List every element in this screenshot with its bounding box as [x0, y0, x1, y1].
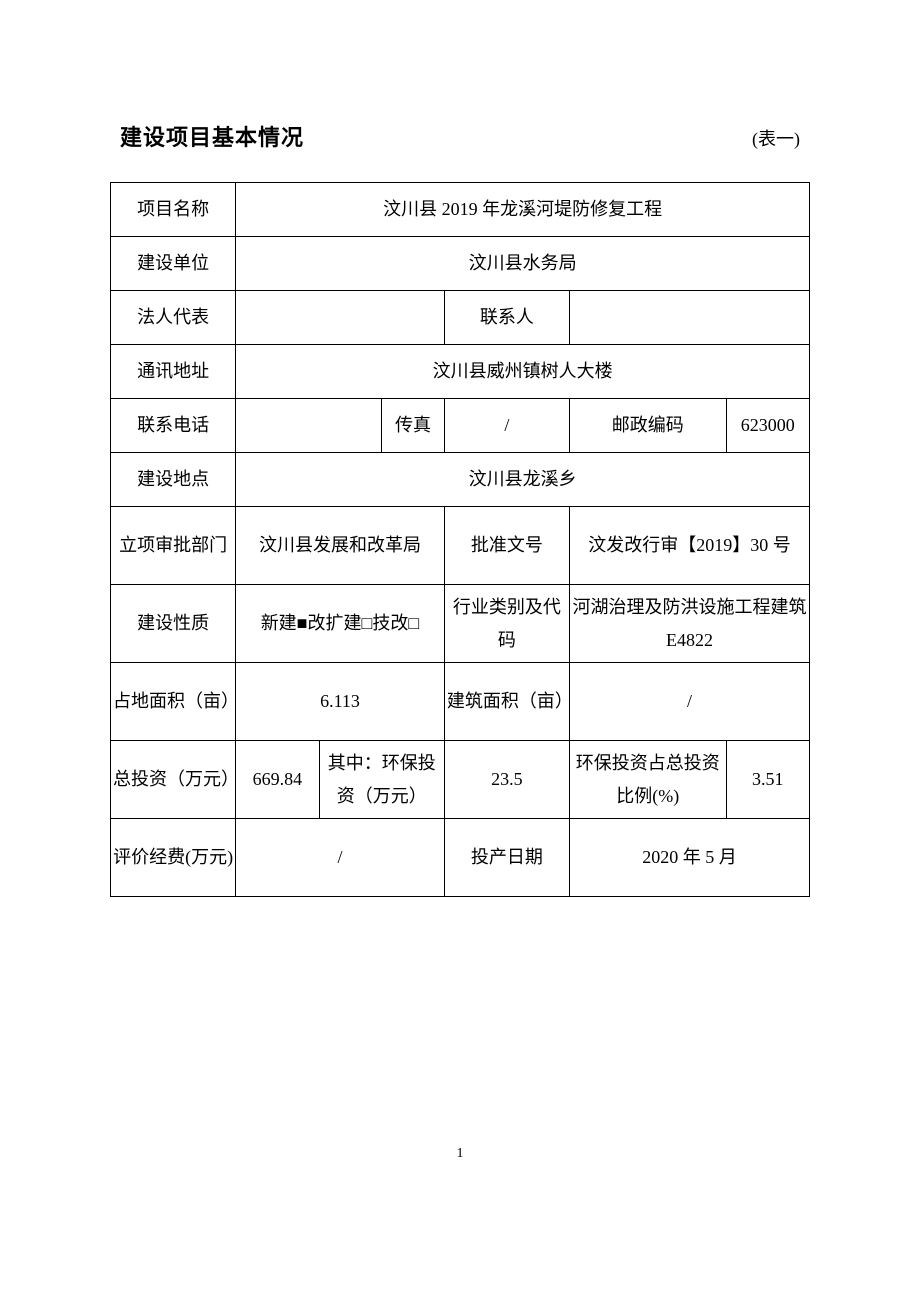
label-approval-dept: 立项审批部门 [111, 507, 236, 585]
value-postcode: 623000 [726, 399, 810, 453]
value-env-ratio: 3.51 [726, 741, 810, 819]
label-phone: 联系电话 [111, 399, 236, 453]
value-contact [570, 291, 810, 345]
label-fax: 传真 [382, 399, 445, 453]
value-approval-dept: 汶川县发展和改革局 [236, 507, 445, 585]
page-number: 1 [457, 1146, 464, 1162]
label-land-area: 占地面积（亩） [111, 663, 236, 741]
table-row: 建设地点 汶川县龙溪乡 [111, 453, 810, 507]
value-approval-num: 汶发改行审【2019】30 号 [570, 507, 810, 585]
table-row: 法人代表 联系人 [111, 291, 810, 345]
label-env-investment: 其中：环保投资（万元） [319, 741, 444, 819]
value-total-investment: 669.84 [236, 741, 319, 819]
table-row: 项目名称 汶川县 2019 年龙溪河堤防修复工程 [111, 183, 810, 237]
value-land-area: 6.113 [236, 663, 445, 741]
label-address: 通讯地址 [111, 345, 236, 399]
label-location: 建设地点 [111, 453, 236, 507]
label-approval-num: 批准文号 [444, 507, 569, 585]
value-production-date: 2020 年 5 月 [570, 819, 810, 897]
value-location: 汶川县龙溪乡 [236, 453, 810, 507]
label-contact: 联系人 [444, 291, 569, 345]
label-construction-type: 建设性质 [111, 585, 236, 663]
value-building-area: / [570, 663, 810, 741]
table-row: 通讯地址 汶川县威州镇树人大楼 [111, 345, 810, 399]
value-construction-type: 新建■改扩建□技改□ [236, 585, 445, 663]
label-construction-unit: 建设单位 [111, 237, 236, 291]
project-info-table: 项目名称 汶川县 2019 年龙溪河堤防修复工程 建设单位 汶川县水务局 法人代… [110, 182, 810, 897]
document-title: 建设项目基本情况 [120, 120, 304, 152]
label-industry-code: 行业类别及代码 [444, 585, 569, 663]
value-env-investment: 23.5 [444, 741, 569, 819]
table-number: (表一) [752, 125, 800, 151]
value-industry-code: 河湖治理及防洪设施工程建筑 E4822 [570, 585, 810, 663]
label-legal-rep: 法人代表 [111, 291, 236, 345]
label-eval-cost: 评价经费(万元) [111, 819, 236, 897]
table-row: 总投资（万元） 669.84 其中：环保投资（万元） 23.5 环保投资占总投资… [111, 741, 810, 819]
document-header: 建设项目基本情况 (表一) [110, 120, 810, 152]
value-eval-cost: / [236, 819, 445, 897]
value-address: 汶川县威州镇树人大楼 [236, 345, 810, 399]
value-construction-unit: 汶川县水务局 [236, 237, 810, 291]
value-legal-rep [236, 291, 445, 345]
label-postcode: 邮政编码 [570, 399, 726, 453]
label-project-name: 项目名称 [111, 183, 236, 237]
table-row: 建设性质 新建■改扩建□技改□ 行业类别及代码 河湖治理及防洪设施工程建筑 E4… [111, 585, 810, 663]
label-building-area: 建筑面积（亩） [444, 663, 569, 741]
table-row: 建设单位 汶川县水务局 [111, 237, 810, 291]
table-row: 立项审批部门 汶川县发展和改革局 批准文号 汶发改行审【2019】30 号 [111, 507, 810, 585]
table-row: 占地面积（亩） 6.113 建筑面积（亩） / [111, 663, 810, 741]
label-total-investment: 总投资（万元） [111, 741, 236, 819]
label-env-ratio: 环保投资占总投资比例(%) [570, 741, 726, 819]
value-fax: / [444, 399, 569, 453]
value-phone [236, 399, 382, 453]
table-row: 联系电话 传真 / 邮政编码 623000 [111, 399, 810, 453]
label-production-date: 投产日期 [444, 819, 569, 897]
value-project-name: 汶川县 2019 年龙溪河堤防修复工程 [236, 183, 810, 237]
table-row: 评价经费(万元) / 投产日期 2020 年 5 月 [111, 819, 810, 897]
